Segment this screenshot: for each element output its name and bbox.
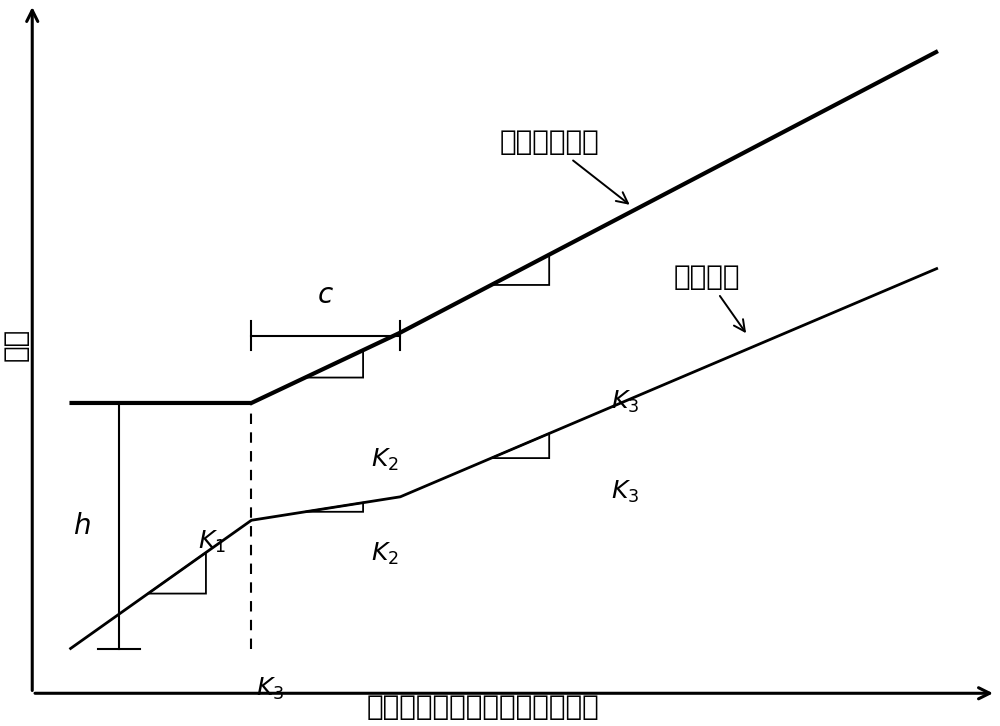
Text: $K_2$: $K_2$ — [371, 541, 399, 567]
Text: $c$: $c$ — [317, 282, 334, 309]
Text: $K_3$: $K_3$ — [256, 676, 284, 702]
Text: 载荷: 载荷 — [2, 327, 30, 361]
Text: $K_1$: $K_1$ — [198, 529, 226, 555]
Text: 钉传载荷: 钉传载荷 — [673, 263, 745, 332]
Text: $K_3$: $K_3$ — [611, 388, 639, 415]
Text: $h$: $h$ — [73, 513, 91, 539]
Text: $K_2$: $K_2$ — [371, 447, 399, 473]
Text: 连接结构载荷: 连接结构载荷 — [500, 128, 628, 203]
Text: 连接板在螺栓轴线处的相对位移: 连接板在螺栓轴线处的相对位移 — [367, 693, 599, 721]
Text: $K_3$: $K_3$ — [611, 479, 639, 505]
